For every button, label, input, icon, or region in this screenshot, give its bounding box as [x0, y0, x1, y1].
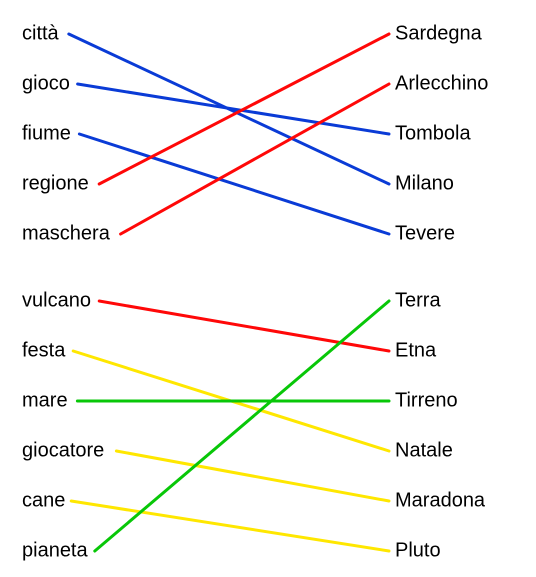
right-label-terra: Terra [395, 289, 441, 311]
right-label-tevere: Tevere [395, 222, 455, 244]
edge-giocatore-maradona [116, 451, 389, 501]
left-label-regione: regione [22, 172, 89, 194]
left-label-festa: festa [22, 339, 66, 361]
right-label-sardegna: Sardegna [395, 22, 483, 44]
matching-diagram: città gioco fiume regione maschera vulcano fes… [0, 0, 536, 577]
right-label-etna: Etna [395, 339, 437, 361]
left-label-fiume: fiume [22, 122, 71, 144]
left-label-vulcano: vulcano [22, 289, 91, 311]
left-label-citta: città [22, 22, 60, 44]
right-label-milano: Milano [395, 172, 454, 194]
left-label-mare: mare [22, 389, 68, 411]
left-label-maschera: maschera [22, 222, 111, 244]
right-label-arlecchino: Arlecchino [395, 72, 488, 94]
right-label-tirreno: Tirreno [395, 389, 458, 411]
right-label-tombola: Tombola [395, 122, 471, 144]
right-label-natale: Natale [395, 439, 453, 461]
left-label-giocatore: giocatore [22, 439, 104, 461]
left-label-gioco: gioco [22, 72, 70, 94]
left-label-pianeta: pianeta [22, 539, 88, 561]
right-label-pluto: Pluto [395, 539, 441, 561]
right-column: Sardegna Arlecchino Tombola Milano Tevere Ter… [395, 22, 488, 561]
edges [69, 34, 389, 551]
edge-vulcano-etna [99, 301, 389, 351]
edge-fiume-tevere [79, 134, 389, 234]
edge-cane-pluto [71, 501, 389, 551]
left-column: città gioco fiume regione maschera vulcano fes… [22, 22, 111, 561]
left-label-cane: cane [22, 489, 65, 511]
right-label-maradona: Maradona [395, 489, 486, 511]
edge-pianeta-terra [95, 301, 389, 551]
